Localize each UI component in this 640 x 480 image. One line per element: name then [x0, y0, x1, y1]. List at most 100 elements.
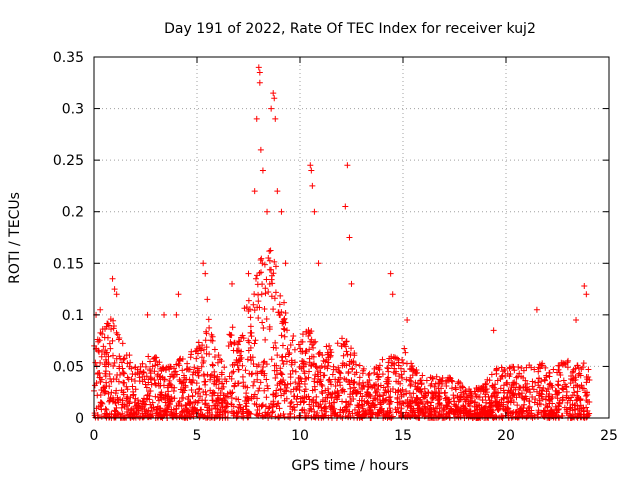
data-point — [553, 391, 560, 398]
data-point — [505, 405, 512, 412]
data-point — [190, 377, 197, 384]
data-point — [317, 401, 324, 408]
data-point — [438, 401, 445, 408]
data-point — [276, 380, 283, 387]
data-point — [478, 404, 485, 411]
data-point — [132, 364, 139, 371]
data-point — [247, 344, 254, 351]
data-point — [526, 403, 533, 410]
data-point — [301, 381, 308, 388]
data-point — [166, 366, 173, 373]
data-point — [524, 380, 531, 387]
data-point — [549, 384, 556, 391]
data-point — [508, 388, 515, 395]
data-point — [479, 397, 486, 404]
data-point — [418, 381, 425, 388]
data-point — [493, 366, 500, 373]
data-point — [225, 342, 232, 349]
data-point — [458, 389, 465, 396]
data-point — [455, 398, 462, 405]
data-point — [188, 411, 195, 418]
data-point — [107, 345, 114, 352]
data-point — [156, 359, 163, 366]
data-point — [262, 285, 269, 292]
y-tick-label: 0.15 — [53, 256, 84, 272]
data-point — [218, 369, 225, 376]
data-point — [267, 247, 274, 254]
data-point — [324, 365, 331, 372]
data-point — [257, 257, 264, 264]
data-point — [323, 408, 330, 415]
data-point — [280, 377, 287, 384]
data-point — [377, 400, 384, 407]
data-point — [505, 398, 512, 405]
data-point — [576, 370, 583, 377]
data-point — [291, 346, 298, 353]
data-point — [238, 354, 245, 361]
data-point — [362, 411, 369, 418]
data-point — [140, 400, 147, 407]
data-point — [349, 366, 356, 373]
data-point — [308, 336, 315, 343]
data-point — [253, 401, 260, 408]
data-point — [442, 395, 449, 402]
data-point — [281, 381, 288, 388]
data-point — [383, 396, 390, 403]
data-point — [546, 390, 553, 397]
data-point — [231, 339, 238, 346]
data-point — [423, 377, 430, 384]
data-point — [228, 375, 235, 382]
data-point — [107, 316, 114, 323]
data-point — [485, 393, 492, 400]
data-point — [208, 406, 215, 413]
data-point — [198, 363, 205, 370]
data-point — [311, 208, 318, 215]
data-point — [573, 397, 580, 404]
data-point — [231, 383, 238, 390]
data-point — [263, 361, 270, 368]
data-point — [97, 378, 104, 385]
data-point — [435, 380, 442, 387]
data-point — [401, 345, 408, 352]
data-point — [203, 328, 210, 335]
data-point — [347, 393, 354, 400]
data-point — [203, 350, 210, 357]
data-point — [461, 405, 468, 412]
data-point — [234, 362, 241, 369]
data-point — [256, 79, 263, 86]
data-point — [310, 339, 317, 346]
data-point — [222, 394, 229, 401]
data-point — [194, 369, 201, 376]
data-point — [520, 367, 527, 374]
data-point — [413, 367, 420, 374]
data-point — [128, 365, 135, 372]
data-point — [95, 338, 102, 345]
data-point — [563, 388, 570, 395]
data-point — [203, 391, 210, 398]
data-point — [207, 387, 214, 394]
data-point — [116, 365, 123, 372]
data-point — [534, 401, 541, 408]
data-point — [234, 341, 241, 348]
data-point — [488, 371, 495, 378]
data-point — [574, 362, 581, 369]
data-point — [518, 407, 525, 414]
data-point — [256, 385, 263, 392]
data-point — [108, 389, 115, 396]
data-point — [375, 373, 382, 380]
data-point — [547, 380, 554, 387]
data-point — [95, 347, 102, 354]
data-point — [462, 387, 469, 394]
data-point — [147, 367, 154, 374]
data-point — [255, 64, 262, 71]
data-point — [412, 383, 419, 390]
data-point — [554, 395, 561, 402]
data-point — [305, 374, 312, 381]
data-point — [264, 385, 271, 392]
data-point — [115, 397, 122, 404]
data-point — [222, 404, 229, 411]
data-point — [100, 343, 107, 350]
data-point — [334, 340, 341, 347]
data-point — [501, 366, 508, 373]
data-point — [348, 397, 355, 404]
